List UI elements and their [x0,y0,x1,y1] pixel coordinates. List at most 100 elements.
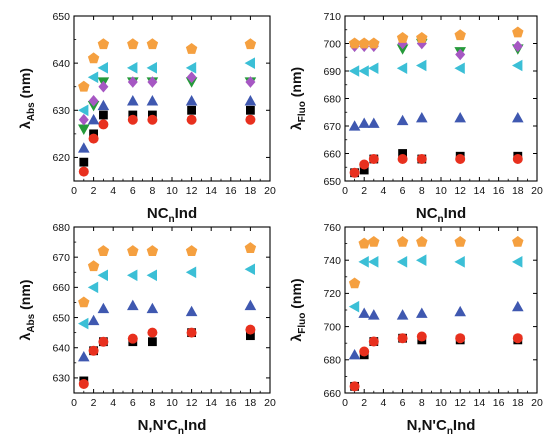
series-circle [78,324,256,389]
y-tick-label: 650 [52,312,70,324]
data-point-circle [245,114,256,125]
data-point-triangle [127,299,139,311]
data-point-triangle [454,305,466,317]
y-tick-label: 720 [323,288,341,300]
y-tick-label: 660 [323,148,341,160]
data-point-triangle [244,95,257,106]
data-point-circle [359,159,370,170]
x-tick-label: 14 [205,185,217,197]
data-point-pentagon [185,43,198,54]
x-axis-title: N,N'CnInd [138,417,207,437]
x-tick-label: 2 [91,185,97,197]
data-point-tri-down [396,44,409,55]
x-tick-label: 6 [400,397,406,409]
x-tick-label: 4 [380,397,386,409]
y-tick-label: 630 [52,105,70,117]
x-tick-label: 10 [166,397,178,409]
x-tick-label: 16 [225,185,237,197]
series-circle [349,331,523,392]
data-point-triangle [358,117,370,128]
data-point-triangle [146,302,159,314]
y-axis-title: λFluo (nm) [288,67,308,130]
data-point-pentagon [244,38,257,50]
data-point-pentagon [368,37,380,49]
data-point-tri-left [416,254,427,266]
chart-panel-3: 0 2 4 6 8 10 12 14 16 18 20 630 640 650 660 670 680 N,N'C… [17,222,276,437]
data-point-diamond [78,113,89,126]
y-tick-label: 680 [323,355,341,367]
data-point-tri-left [146,62,157,74]
x-tick-label: 0 [71,185,77,197]
data-point-tri-left [127,62,138,74]
data-point-triangle [396,114,409,126]
x-tick-label: 14 [205,397,217,409]
series-pentagon [348,235,524,289]
data-point-triangle [244,299,257,311]
data-point-circle [127,333,138,344]
series-tri-left [348,254,523,313]
x-axis-title: N,N'CnInd [407,417,476,437]
data-point-diamond [88,95,99,107]
data-point-circle [78,166,89,177]
data-point-tri-left [78,317,89,330]
data-point-circle [416,154,427,164]
data-point-triangle [87,314,100,326]
x-tick-label: 10 [435,397,447,409]
data-point-square [99,110,108,120]
data-point-tri-left [396,256,408,268]
x-tick-label: 4 [110,397,116,409]
data-point-circle [368,336,379,347]
data-point-circle [127,114,138,125]
data-point-pentagon [416,32,428,43]
x-tick-label: 0 [342,397,348,409]
data-point-diamond [127,76,138,88]
data-point-circle [98,336,109,347]
data-point-tri-left [512,59,523,72]
x-tick-label: 2 [361,185,367,197]
data-point-circle [88,133,99,144]
data-point-pentagon [97,245,110,256]
data-point-pentagon [127,245,139,256]
data-point-pentagon [512,26,524,38]
series-triangle [78,95,257,153]
data-point-circle [397,154,408,164]
data-point-circle [98,119,109,130]
x-tick-label: 6 [130,397,136,409]
x-tick-label: 8 [149,397,155,409]
data-point-circle [512,333,523,344]
data-point-pentagon [348,37,361,49]
series-diamond [78,71,256,126]
series-tri-left [78,57,255,117]
data-point-tri-left [127,269,138,282]
data-point-pentagon [87,52,100,64]
data-point-pentagon [454,235,466,247]
series-square [79,328,255,386]
data-point-circle [245,324,256,335]
data-point-square [148,337,157,347]
x-axis-title: NCnInd [416,205,466,225]
y-tick-label: 650 [52,11,70,23]
y-tick-label: 680 [52,222,70,234]
data-point-triangle [368,117,380,128]
x-tick-label: 20 [264,397,276,409]
x-tick-label: 8 [149,185,155,197]
y-tick-label: 630 [52,373,70,385]
data-point-circle [78,378,89,389]
data-point-tri-left [244,263,255,276]
y-tick-label: 670 [52,252,70,264]
x-tick-label: 20 [264,185,276,197]
data-point-triangle [146,95,159,106]
data-point-triangle [512,300,524,312]
data-point-circle [359,346,370,357]
y-tick-label: 640 [52,58,70,70]
y-tick-label: 680 [323,93,341,105]
x-tick-label: 12 [186,397,198,409]
series-tri-left [348,59,523,77]
data-point-tri-left [78,104,89,117]
data-point-triangle [396,309,409,320]
series-circle [78,114,256,177]
data-point-diamond [98,80,109,93]
data-point-circle [147,327,158,338]
y-tick-label: 740 [323,255,341,267]
chart-panel-1: 0 2 4 6 8 10 12 14 16 18 20 620 630 640 650 NCnInd λAbs … [17,11,276,225]
